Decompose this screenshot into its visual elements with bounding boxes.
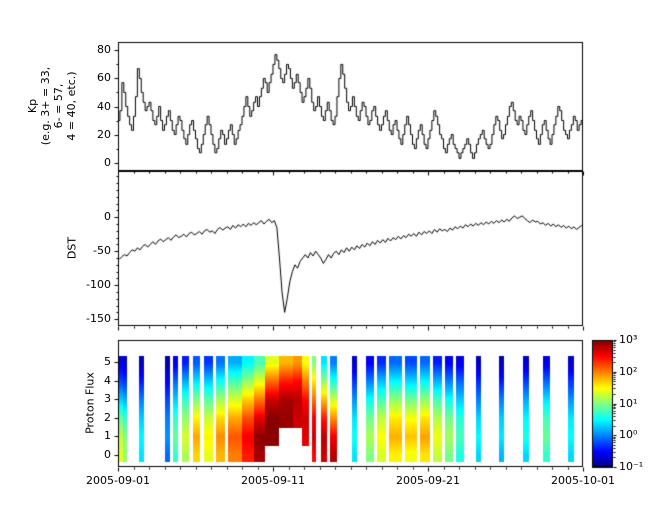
figure: Kp (e.g. 3+ = 33, 6- = 57, 4 = 40, etc.)… [0,0,665,523]
plot-canvas [0,0,665,523]
